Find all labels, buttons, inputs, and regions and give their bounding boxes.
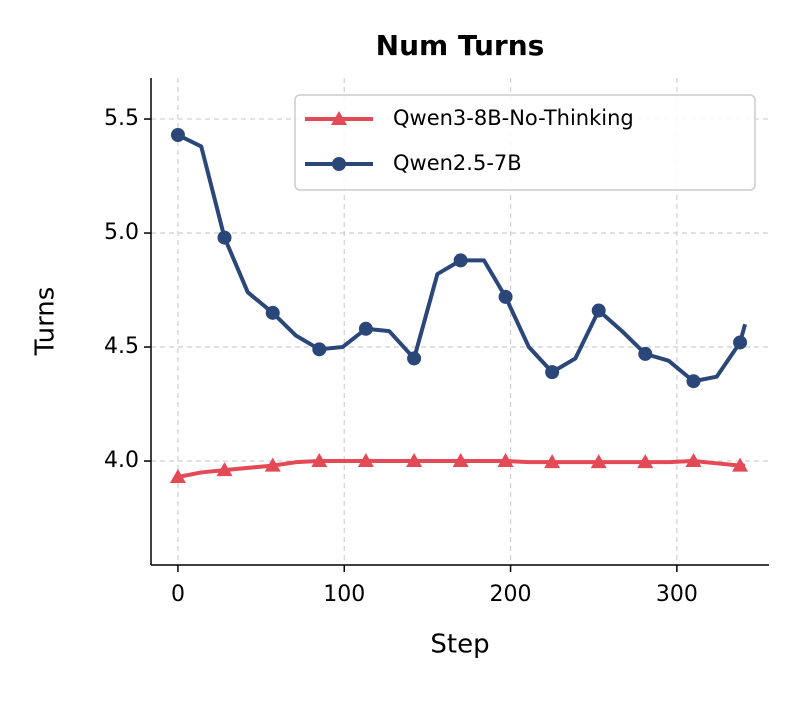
legend-label: Qwen2.5-7B: [393, 151, 522, 175]
series-marker: [264, 457, 281, 472]
series-marker: [452, 453, 469, 468]
series-marker: [637, 454, 654, 469]
series-marker: [358, 321, 373, 336]
x-tick-label: 200: [490, 582, 532, 607]
legend-marker: [331, 111, 347, 125]
series-marker: [732, 457, 749, 472]
x-tick-label: 100: [323, 582, 365, 607]
chart-title: Num Turns: [376, 29, 545, 62]
series-marker: [685, 453, 702, 468]
y-tick-label: 5.5: [104, 106, 139, 131]
series-marker: [544, 454, 561, 469]
legend-marker: [332, 157, 346, 171]
x-tick-label: 300: [656, 582, 698, 607]
series-marker: [407, 351, 422, 366]
series-marker: [498, 289, 513, 304]
y-tick-label: 4.5: [104, 334, 139, 359]
series-marker: [357, 453, 374, 468]
series-marker: [216, 462, 233, 477]
series-marker: [638, 346, 653, 361]
series-marker: [265, 305, 280, 320]
series-marker: [590, 454, 607, 469]
series-marker: [170, 127, 185, 142]
series-marker: [497, 453, 514, 468]
series-marker: [733, 335, 748, 350]
series-marker: [217, 230, 232, 245]
series-marker: [406, 453, 423, 468]
x-axis-label: Step: [430, 630, 489, 660]
x-tick-label: 0: [171, 582, 185, 607]
series-marker: [686, 374, 701, 389]
y-tick-label: 5.0: [104, 220, 139, 245]
series-marker: [591, 303, 606, 318]
y-axis-label: Turns: [31, 287, 61, 357]
y-tick-label: 4.0: [104, 448, 139, 473]
series-marker: [169, 468, 186, 483]
legend-box: [294, 94, 756, 191]
series-marker: [453, 253, 468, 268]
series-marker: [312, 342, 327, 357]
series-marker: [545, 365, 560, 380]
legend-label: Qwen3-8B-No-Thinking: [393, 106, 634, 130]
series-marker: [311, 453, 328, 468]
